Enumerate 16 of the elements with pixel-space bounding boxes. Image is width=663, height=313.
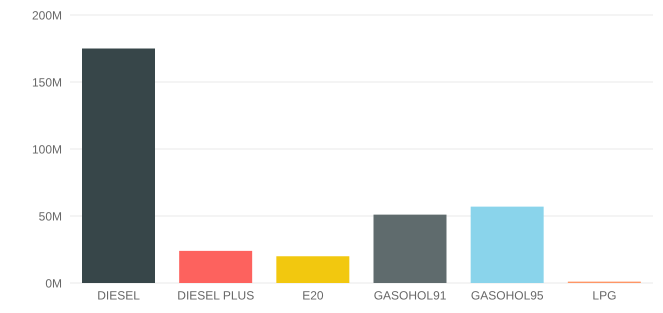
y-tick-label: 100M xyxy=(32,142,62,156)
x-tick-label: GASOHOL91 xyxy=(374,288,447,303)
x-tick-label: GASOHOL95 xyxy=(470,288,544,303)
x-tick-label: DIESEL PLUS xyxy=(177,288,254,303)
y-tick-label: 150M xyxy=(32,75,62,90)
x-tick-label: E20 xyxy=(302,288,324,303)
bar xyxy=(179,250,252,283)
bar xyxy=(374,214,446,283)
y-tick-label: 200M xyxy=(32,8,62,22)
bar xyxy=(470,206,544,283)
x-tick-label: LPG xyxy=(592,288,616,303)
x-tick-label: DIESEL xyxy=(97,288,140,303)
bar xyxy=(82,48,155,283)
y-tick-label: 50M xyxy=(38,209,62,224)
y-tick-label: 0M xyxy=(45,276,62,290)
bar xyxy=(276,256,350,283)
